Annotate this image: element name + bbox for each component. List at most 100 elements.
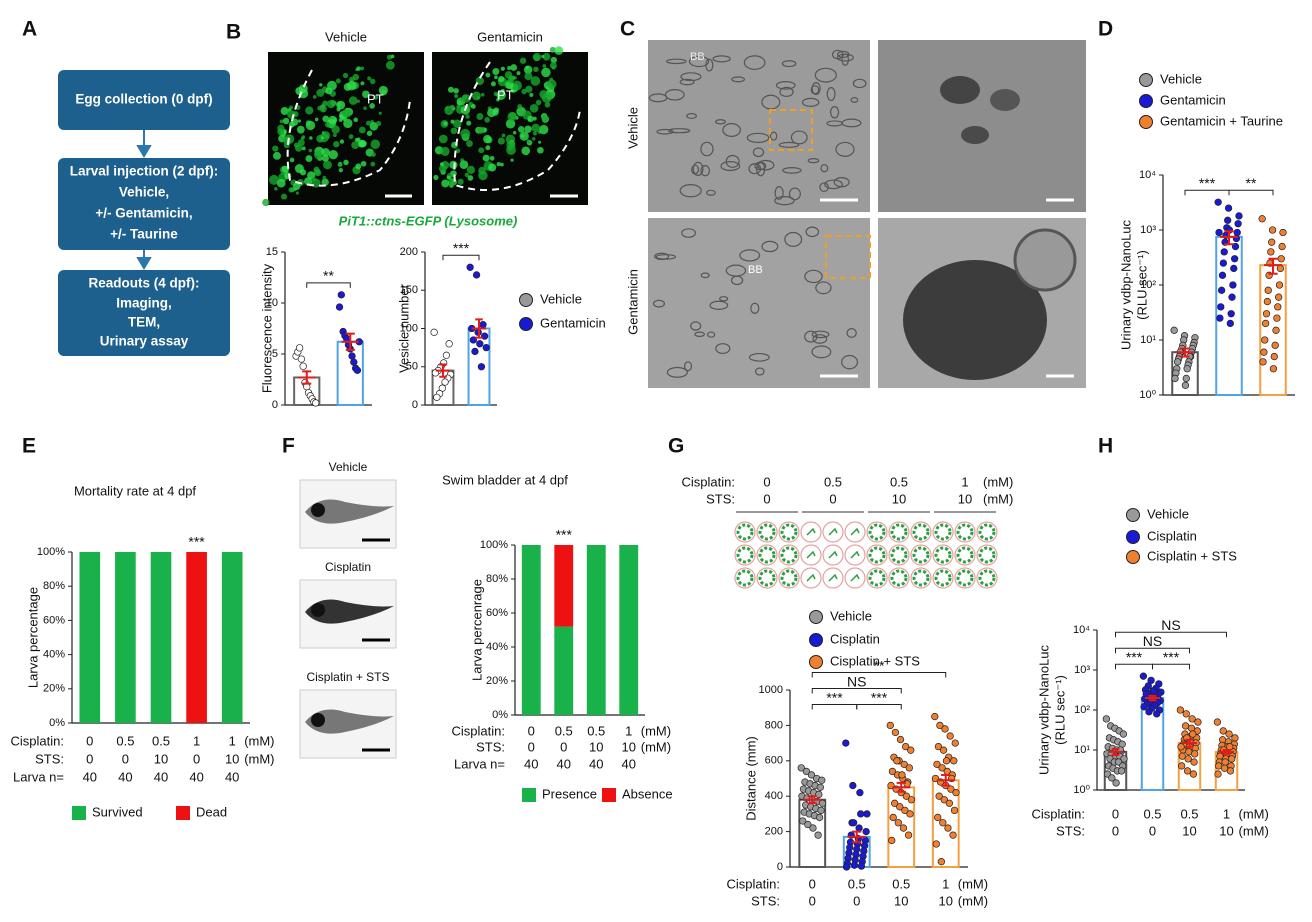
category-label: 10 <box>589 739 603 754</box>
plate-row-value: 0 <box>763 474 770 489</box>
organelle <box>811 330 830 339</box>
category-label: 10 <box>1182 823 1196 838</box>
data-point <box>1272 326 1280 334</box>
organelle <box>743 55 766 70</box>
image-title: Cisplatin <box>325 560 371 574</box>
larva-track <box>934 569 952 587</box>
lysosome-dot <box>525 65 529 70</box>
flow-box <box>58 270 230 356</box>
lysosome-dot <box>524 72 533 81</box>
organelle <box>850 97 859 103</box>
data-point <box>938 764 946 772</box>
data-point <box>1214 198 1222 206</box>
panel-label: F <box>282 435 295 458</box>
bar-segment <box>79 552 101 723</box>
lysosome-dot <box>328 115 338 125</box>
y-axis-label: (RLU sec⁻¹) <box>1052 675 1067 745</box>
organelle <box>801 97 820 107</box>
data-point <box>863 810 871 818</box>
region-label: BB <box>690 51 705 63</box>
data-point <box>480 332 489 340</box>
lysosome-dot <box>342 72 349 79</box>
lysosome-dot <box>348 134 354 140</box>
data-point <box>842 863 851 871</box>
organelle <box>679 78 695 86</box>
lysosome-dot <box>461 94 468 100</box>
lysosome-dot <box>453 87 459 94</box>
lysosome-dot <box>360 81 365 86</box>
legend-swatch <box>1139 94 1153 108</box>
larva-track <box>890 523 908 541</box>
lysosome-dot <box>342 108 352 118</box>
lysosome-dot <box>537 146 544 154</box>
row-label: Larva n= <box>454 756 505 771</box>
lysosome-dot <box>506 140 516 150</box>
organelle <box>824 179 843 190</box>
data-point <box>1218 271 1227 279</box>
organelle <box>852 78 867 89</box>
lysosome-dot <box>483 134 492 144</box>
data-point <box>940 796 948 804</box>
lysosome-dot <box>333 141 340 148</box>
data-point <box>1173 358 1182 366</box>
organelle <box>774 186 784 200</box>
panel-label: G <box>668 435 684 458</box>
category-label: 10 <box>154 751 168 766</box>
row-unit: (mM) <box>958 893 988 908</box>
lysosome-dot <box>313 150 323 160</box>
larva-track <box>912 523 930 541</box>
data-point <box>934 813 942 822</box>
data-point <box>1229 281 1237 289</box>
y-tick-label: 10⁰ <box>1073 784 1090 796</box>
larva-track <box>890 569 908 587</box>
lysosome-dot <box>305 155 313 163</box>
data-point <box>1214 770 1222 778</box>
lysosome-dot <box>464 172 470 178</box>
data-point <box>1183 365 1191 373</box>
image-title: Cisplatin + STS <box>306 670 389 684</box>
data-point <box>1191 750 1199 758</box>
lysosome-dot <box>358 126 366 134</box>
lysosome-dot <box>524 125 532 133</box>
lysosome-dot <box>478 147 485 154</box>
lysosome-dot <box>512 130 517 135</box>
y-tick-label: 100% <box>37 546 65 558</box>
lysosome-dot <box>476 113 484 121</box>
larva-track <box>806 573 816 582</box>
error-bar <box>1264 257 1282 275</box>
data-point <box>936 721 944 730</box>
larva-track <box>978 523 996 541</box>
y-axis-label: Fluorescence intensity <box>259 263 274 393</box>
significance-label: ** <box>323 268 334 284</box>
data-point <box>1274 303 1282 311</box>
lysosome-dot <box>449 160 458 170</box>
lysosome-dot <box>478 166 486 175</box>
data-point <box>1119 730 1128 738</box>
data-point <box>1182 374 1190 383</box>
lysosome-dot <box>276 178 286 188</box>
lysosome-dot <box>324 121 331 128</box>
lysosome-dot <box>453 119 462 129</box>
data-point <box>945 799 954 807</box>
data-point <box>950 757 958 765</box>
larva-track <box>956 569 974 587</box>
organelle <box>990 89 1020 111</box>
y-tick-label: 0 <box>777 861 783 873</box>
organelle <box>679 184 702 198</box>
data-point <box>297 355 306 363</box>
data-point <box>1221 758 1229 766</box>
category-label: 0 <box>528 723 535 738</box>
row-label: Vehicle <box>625 107 640 149</box>
lysosome-dot <box>351 141 360 150</box>
lysosome-dot <box>489 155 495 161</box>
data-point <box>815 790 823 799</box>
lysosome-dot <box>549 61 557 69</box>
lysosome-dot <box>438 134 448 144</box>
lysosome-dot <box>370 78 376 85</box>
organelle <box>761 240 779 253</box>
legend-swatch <box>72 806 86 820</box>
data-point <box>1226 319 1234 328</box>
legend-label: Gentamicin + Taurine <box>1160 113 1283 128</box>
data-point <box>1234 220 1242 228</box>
